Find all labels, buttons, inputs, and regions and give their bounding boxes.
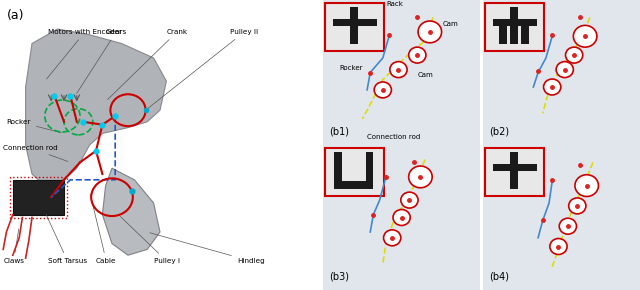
- Text: Rocker: Rocker: [6, 119, 61, 133]
- Text: Connection rod: Connection rod: [367, 134, 420, 140]
- Text: (b3): (b3): [330, 271, 349, 281]
- Polygon shape: [365, 152, 373, 181]
- Text: Cable: Cable: [90, 194, 116, 264]
- Circle shape: [550, 238, 567, 255]
- Circle shape: [418, 21, 442, 43]
- Text: Rocker: Rocker: [339, 65, 362, 70]
- Text: (a): (a): [6, 9, 24, 22]
- Polygon shape: [26, 29, 166, 186]
- Polygon shape: [102, 168, 160, 255]
- Text: Crank: Crank: [108, 29, 188, 99]
- Text: Gears: Gears: [77, 29, 127, 93]
- Bar: [324, 3, 385, 51]
- Text: Rack: Rack: [386, 1, 403, 7]
- Circle shape: [575, 175, 598, 197]
- Circle shape: [569, 198, 586, 214]
- Circle shape: [401, 192, 418, 208]
- Text: Connection rod: Connection rod: [3, 145, 68, 162]
- Circle shape: [566, 47, 583, 63]
- Circle shape: [393, 209, 410, 226]
- Text: Cam: Cam: [417, 72, 433, 78]
- Polygon shape: [521, 26, 529, 44]
- Polygon shape: [334, 152, 342, 181]
- Text: Cam: Cam: [442, 21, 458, 27]
- Polygon shape: [510, 7, 518, 44]
- Bar: [484, 148, 545, 196]
- Circle shape: [559, 218, 577, 234]
- Text: (b2): (b2): [490, 126, 509, 136]
- Text: Claws: Claws: [3, 229, 24, 264]
- Text: Pulley II: Pulley II: [148, 29, 259, 108]
- Bar: [13, 180, 64, 215]
- Circle shape: [556, 62, 573, 78]
- Text: Soft Tarsus: Soft Tarsus: [46, 214, 87, 264]
- Text: (b1): (b1): [330, 126, 349, 136]
- Polygon shape: [333, 19, 376, 26]
- Circle shape: [390, 62, 407, 78]
- Circle shape: [573, 26, 597, 47]
- Polygon shape: [493, 164, 536, 171]
- Polygon shape: [510, 152, 518, 188]
- Polygon shape: [499, 26, 507, 44]
- Polygon shape: [350, 7, 358, 44]
- Text: (b4): (b4): [490, 271, 509, 281]
- Text: Pulley I: Pulley I: [120, 217, 180, 264]
- Circle shape: [383, 230, 401, 246]
- Polygon shape: [334, 181, 373, 188]
- Bar: [324, 148, 385, 196]
- Circle shape: [409, 47, 426, 63]
- Text: Hindleg: Hindleg: [150, 233, 264, 264]
- Circle shape: [409, 166, 432, 188]
- Bar: [10, 177, 67, 218]
- Bar: [484, 3, 545, 51]
- Polygon shape: [493, 19, 536, 26]
- Text: Motors with Encoder: Motors with Encoder: [47, 29, 122, 79]
- Circle shape: [543, 79, 561, 95]
- Circle shape: [374, 82, 392, 98]
